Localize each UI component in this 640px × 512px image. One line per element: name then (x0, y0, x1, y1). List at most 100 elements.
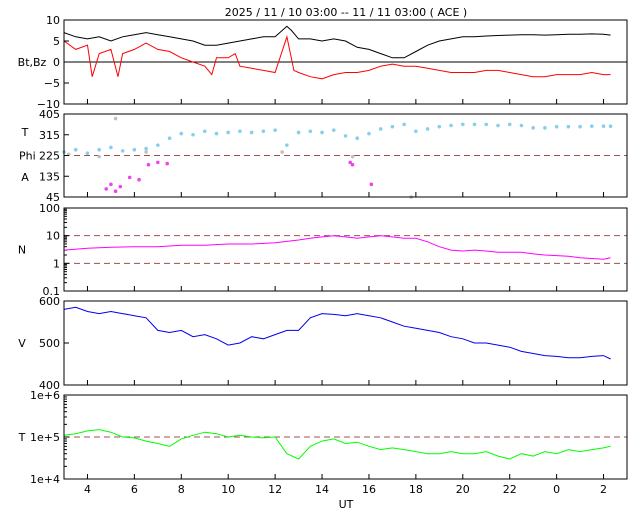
phi-point (280, 150, 284, 154)
phi-point (109, 145, 113, 150)
mag-y-label: Bt,Bz (18, 56, 47, 69)
phi-point (507, 122, 512, 127)
phi-point (355, 136, 360, 141)
phi-point (132, 147, 137, 152)
density-y-tick-label: 0.1 (43, 285, 61, 298)
phi-point (578, 124, 582, 129)
mag-y-tick-label: 10 (46, 14, 60, 27)
phi-point (369, 182, 374, 187)
density-frame (63, 207, 628, 292)
phi-point (144, 150, 148, 154)
speed-y-tick-label: 500 (39, 337, 60, 350)
speed-series-v (63, 306, 611, 360)
temperature-y-tick-label: 1e+4 (30, 473, 60, 486)
density-line-0 (63, 235, 611, 260)
mag-line-1 (63, 34, 611, 80)
phi-y-label-2: A (21, 171, 29, 184)
temperature-y-tick-label: 1e+5 (30, 431, 60, 444)
phi-point (202, 129, 207, 134)
phi-point (113, 116, 118, 121)
phi-point (156, 143, 160, 147)
phi-point (97, 154, 101, 159)
phi-point (601, 124, 606, 129)
temperature-line-0 (63, 429, 611, 460)
x-tick-label: 22 (503, 483, 517, 496)
panel-density: 100 10 1 0.1 N (18, 202, 628, 298)
mag-y-tick-label: 0 (53, 56, 60, 69)
phi-point (97, 147, 101, 152)
panel-speed: 600 500 400 V (18, 295, 628, 392)
density-y-tick-label: 100 (39, 202, 60, 215)
phi-y-tick-label: 135 (39, 170, 60, 183)
phi-point (554, 124, 559, 129)
phi-y-tick-label: 405 (39, 108, 60, 121)
phi-point (191, 132, 195, 137)
phi-point (144, 146, 148, 151)
phi-point (137, 177, 141, 182)
phi-point (348, 160, 352, 165)
phi-point (238, 129, 242, 134)
phi-point (472, 122, 477, 127)
speed-y-tick-label: 600 (39, 295, 60, 308)
mag-line-0 (63, 25, 611, 59)
density-y-label: N (18, 244, 26, 257)
speed-y-tick-label: 400 (39, 379, 60, 392)
phi-point (109, 182, 113, 187)
phi-point (390, 124, 395, 129)
density-y-tick-label: 10 (46, 230, 60, 243)
phi-point (146, 162, 151, 167)
phi-point (378, 127, 383, 131)
phi-point (449, 123, 453, 128)
phi-point (590, 124, 594, 129)
phi-point (608, 124, 613, 129)
phi-point (273, 128, 277, 132)
temperature-series-t (63, 429, 611, 460)
phi-series-phi-toward (104, 160, 374, 194)
phi-point (214, 131, 219, 136)
phi-point (118, 184, 123, 189)
phi-point (484, 122, 489, 127)
density-series-n (63, 235, 611, 260)
phi-point (343, 134, 348, 138)
chart-panels: 1050−5−10Bt,Bz40531522513545TPhiA1001010… (18, 14, 628, 486)
speed-y-label: V (18, 337, 26, 350)
phi-point (519, 123, 524, 128)
phi-point (156, 160, 160, 165)
x-tick-label: 6 (131, 483, 138, 496)
phi-point (85, 151, 90, 155)
phi-point (350, 154, 355, 159)
speed-frame (63, 300, 628, 386)
phi-point (496, 123, 500, 128)
x-tick-label: 12 (268, 483, 282, 496)
phi-y-tick-label: 45 (46, 191, 60, 204)
phi-point (320, 130, 324, 135)
phi-point (120, 149, 125, 153)
panel-temperature: 1e+6 1e+5 1e+4 T (18, 389, 628, 486)
phi-point (249, 130, 254, 135)
phi-point (543, 126, 547, 130)
chart-title: 2025 / 11 / 10 03:00 -- 11 / 11 03:00 ( … (225, 6, 467, 19)
phi-point (261, 129, 266, 134)
phi-point (331, 128, 336, 132)
temperature-y-tick-label: 1e+6 (30, 389, 60, 402)
phi-point (437, 124, 442, 129)
mag-y-tick-label: 5 (53, 35, 60, 48)
x-tick-label: 10 (221, 483, 235, 496)
phi-point (167, 136, 172, 141)
panel-mag: 10 5 0 −5 −10 Bt,Bz (18, 14, 628, 111)
x-tick-label: 16 (362, 483, 376, 496)
phi-point (308, 129, 313, 134)
x-tick-label: 14 (315, 483, 329, 496)
phi-point (127, 175, 132, 180)
phi-point (414, 129, 418, 134)
phi-point (296, 130, 301, 135)
phi-point (179, 131, 184, 136)
phi-y-label-1: Phi (19, 150, 36, 163)
phi-y-tick-label: 225 (39, 150, 60, 163)
x-tick-label: 8 (178, 483, 185, 496)
x-tick-label: 20 (456, 483, 470, 496)
phi-series-phi-away-sunward-sector- (62, 122, 613, 155)
phi-point (350, 162, 355, 167)
mag-series-bz (63, 34, 611, 80)
